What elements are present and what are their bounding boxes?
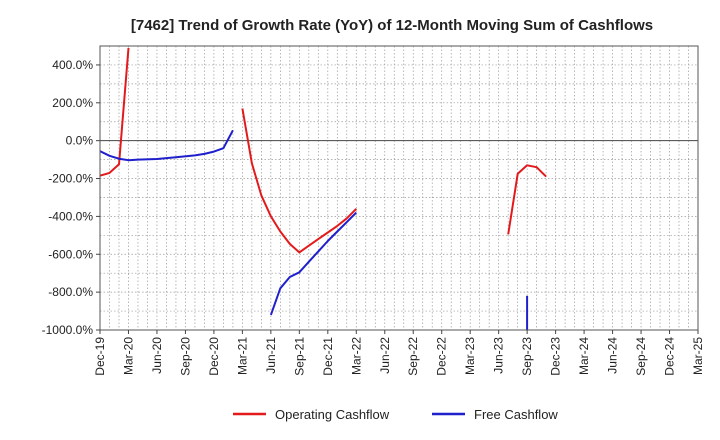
x-tick-label: Dec-24	[663, 337, 677, 376]
x-tick-label: Dec-23	[549, 337, 563, 376]
series-line-free-cashflow	[269, 211, 358, 316]
x-tick-label: Mar-23	[463, 337, 477, 375]
grid-lines	[100, 46, 698, 330]
y-tick-label: -800.0%	[48, 285, 93, 299]
x-tick-label: Sep-20	[178, 337, 192, 376]
x-tick-label: Mar-21	[235, 337, 249, 375]
series-line-operating-cashflow	[241, 108, 358, 254]
x-tick-label: Sep-21	[292, 337, 306, 376]
y-tick-label: 200.0%	[52, 96, 93, 110]
y-tick-label: 400.0%	[52, 58, 93, 72]
y-tick-label: -600.0%	[48, 247, 93, 261]
x-tick-label: Mar-24	[577, 337, 591, 375]
y-tick-label: -200.0%	[48, 172, 93, 186]
x-axis-ticks: Dec-19 Mar-20 Jun-20 Sep-20 Dec-20 Mar-21 Jun-…	[93, 330, 705, 376]
x-tick-label: Sep-22	[406, 337, 420, 376]
chart-title: [7462] Trend of Growth Rate (YoY) of 12-…	[131, 17, 653, 34]
y-tick-label: 0.0%	[66, 134, 94, 148]
series-line-free-cashflow	[100, 129, 234, 162]
x-tick-label: Mar-22	[349, 337, 363, 375]
plot-area	[100, 46, 698, 330]
y-axis-ticks: 400.0% 200.0% 0.0% -200.0% -400.0% -600.0% -80…	[42, 58, 100, 337]
x-tick-label: Mar-20	[121, 337, 135, 375]
y-tick-label: -1000.0%	[42, 323, 94, 337]
x-tick-label: Jun-23	[492, 337, 506, 374]
plot-frame	[99, 45, 699, 331]
x-tick-label: Jun-22	[378, 337, 392, 374]
x-tick-label: Dec-20	[207, 337, 221, 376]
x-tick-label: Dec-19	[93, 337, 107, 376]
y-tick-label: -400.0%	[48, 209, 93, 223]
x-tick-label: Jun-24	[606, 337, 620, 374]
x-tick-label: Mar-25	[691, 337, 705, 375]
legend: Operating Cashflow Free Cashflow	[233, 407, 558, 422]
x-tick-label: Jun-21	[264, 337, 278, 374]
series-line-operating-cashflow	[507, 164, 547, 235]
x-tick-label: Dec-22	[435, 337, 449, 376]
legend-label: Operating Cashflow	[275, 407, 390, 422]
x-tick-label: Sep-23	[520, 337, 534, 376]
legend-label: Free Cashflow	[474, 407, 558, 422]
x-tick-label: Jun-20	[150, 337, 164, 374]
series-line-operating-cashflow	[100, 47, 130, 177]
series-lines	[100, 47, 547, 330]
x-tick-label: Sep-24	[634, 337, 648, 376]
x-tick-label: Dec-21	[321, 337, 335, 376]
